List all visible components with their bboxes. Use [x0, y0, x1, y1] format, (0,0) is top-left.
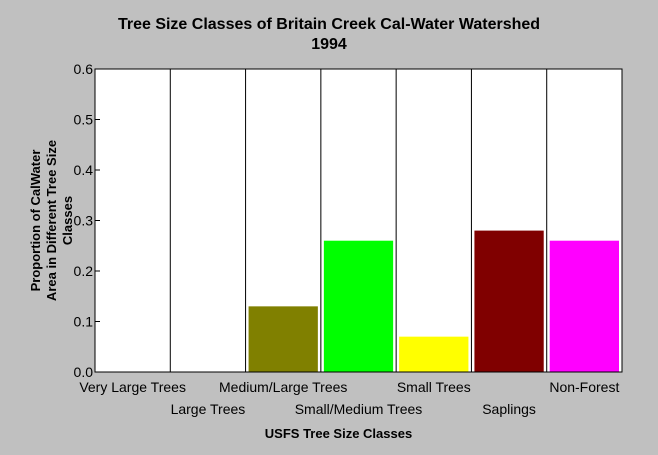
bar-medium-large-trees: [248, 306, 318, 372]
x-tick-label: Small Trees: [397, 379, 471, 395]
bar-non-forest: [549, 240, 619, 372]
y-tick-label: 0.3: [74, 213, 94, 229]
bar-saplings: [474, 230, 544, 372]
bar-small-medium-trees: [323, 240, 394, 372]
x-tick-label: Medium/Large Trees: [219, 379, 347, 395]
chart-title: Tree Size Classes of Britain Creek Cal-W…: [117, 16, 541, 33]
y-tick-label: 0.4: [74, 162, 94, 178]
x-tick-label: Large Trees: [171, 401, 246, 417]
x-axis-title: USFS Tree Size Classes: [265, 426, 412, 441]
y-axis-title: Area in Different Tree Size: [44, 140, 59, 301]
x-tick-label: Small/Medium Trees: [295, 401, 423, 417]
bar-small-trees: [399, 336, 469, 372]
y-tick-label: 0.6: [74, 61, 94, 77]
y-tick-label: 0.5: [74, 112, 94, 128]
y-tick-label: 0.0: [74, 364, 94, 380]
x-tick-label: Saplings: [482, 401, 536, 417]
y-axis-title: Classes: [60, 196, 75, 245]
x-tick-label: Very Large Trees: [79, 379, 186, 395]
y-axis-title: Proportion of CalWater: [28, 150, 43, 292]
y-tick-label: 0.1: [74, 314, 94, 330]
y-tick-label: 0.2: [74, 263, 94, 279]
x-tick-label: Non-Forest: [549, 379, 619, 395]
chart-subtitle-year: 1994: [311, 36, 347, 53]
